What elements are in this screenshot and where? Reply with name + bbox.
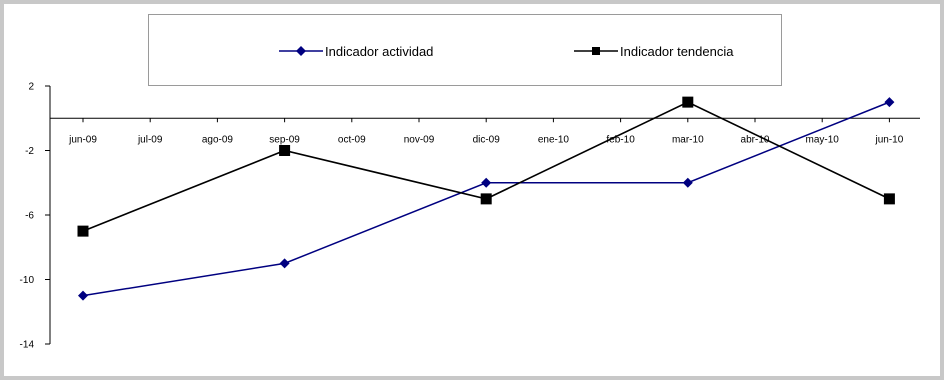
- y-tick-label: -14: [20, 340, 35, 351]
- chart-legend: Indicador actividad Indicador tendencia: [148, 14, 782, 86]
- data-point-actividad: [481, 177, 492, 188]
- x-tick-label: dic-09: [473, 134, 501, 145]
- x-tick-label: jun-09: [68, 134, 97, 145]
- legend-label-actividad: Indicador actividad: [325, 43, 434, 59]
- x-tick-label: sep-09: [269, 134, 300, 145]
- x-tick-label: jul-09: [137, 134, 163, 145]
- y-tick-label: 2: [28, 82, 34, 93]
- legend-swatch-actividad: [279, 46, 323, 56]
- y-tick-label: -6: [25, 211, 34, 222]
- x-tick-label: nov-09: [404, 134, 435, 145]
- x-tick-label: abr-10: [741, 134, 770, 145]
- x-tick-label: jun-10: [874, 134, 903, 145]
- legend-label-tendencia: Indicador tendencia: [620, 43, 734, 59]
- y-tick-label: -2: [25, 146, 34, 157]
- x-tick-label: ago-09: [202, 134, 234, 145]
- legend-item-actividad: Indicador actividad: [279, 41, 433, 61]
- data-point-actividad: [279, 258, 290, 269]
- data-point-tendencia: [682, 96, 694, 108]
- data-point-tendencia: [279, 145, 291, 156]
- data-point-tendencia: [480, 193, 492, 205]
- data-point-tendencia: [883, 193, 895, 205]
- data-point-actividad: [682, 177, 693, 188]
- x-tick-label: may-10: [806, 134, 840, 145]
- data-point-tendencia: [77, 225, 89, 237]
- x-tick-label: feb-10: [606, 134, 635, 145]
- data-point-actividad: [78, 290, 88, 301]
- data-point-actividad: [884, 97, 895, 108]
- y-tick-label: -10: [20, 275, 35, 286]
- legend-item-tendencia: Indicador tendencia: [574, 41, 733, 61]
- legend-swatch-tendencia: [574, 47, 618, 55]
- x-tick-label: oct-09: [338, 134, 366, 145]
- x-tick-label: mar-10: [672, 134, 704, 145]
- x-tick-label: ene-10: [538, 134, 570, 145]
